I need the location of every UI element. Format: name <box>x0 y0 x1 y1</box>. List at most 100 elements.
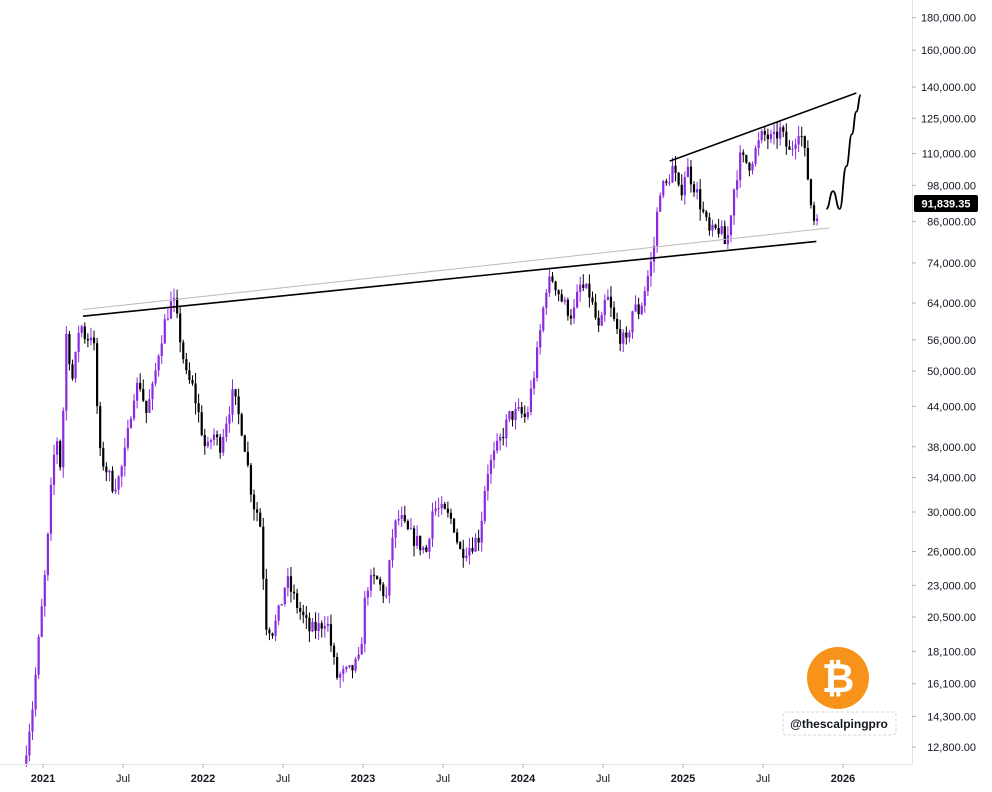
candle <box>619 319 622 352</box>
candle <box>120 464 123 487</box>
candle <box>791 140 794 157</box>
candle <box>415 525 419 549</box>
candle <box>366 586 369 606</box>
candle <box>745 154 748 164</box>
candle <box>62 407 65 478</box>
candle <box>474 533 477 552</box>
candle <box>283 586 286 607</box>
candle <box>582 274 585 292</box>
candle <box>332 642 336 665</box>
y-tick-label: 20,500.00 <box>927 612 976 624</box>
y-tick-label: 23,000.00 <box>927 580 976 592</box>
candle <box>723 220 726 245</box>
candle <box>812 201 816 226</box>
candle <box>628 329 631 343</box>
candle <box>554 280 557 296</box>
support-trendline[interactable] <box>82 240 817 318</box>
candle <box>523 405 526 423</box>
candle <box>465 547 468 562</box>
last-price-tag: 91,839.35 <box>914 195 978 212</box>
candle <box>499 433 502 451</box>
candle <box>372 567 376 585</box>
candle <box>360 637 363 655</box>
candle <box>182 339 185 364</box>
candle <box>77 325 80 363</box>
candle <box>545 288 548 315</box>
candle <box>394 519 397 549</box>
candle <box>751 161 754 175</box>
candle <box>203 428 206 455</box>
candle <box>151 381 154 411</box>
candle <box>234 388 237 406</box>
candle <box>588 274 591 308</box>
candle <box>742 149 745 163</box>
candle <box>243 434 246 452</box>
candle <box>785 123 788 155</box>
candle <box>486 464 489 501</box>
candle <box>215 430 219 446</box>
candle <box>317 612 320 640</box>
resistance-trendline[interactable] <box>669 92 857 162</box>
candle <box>529 380 533 416</box>
candle <box>200 405 203 437</box>
candle <box>449 508 453 525</box>
candle <box>643 286 646 313</box>
candle <box>495 433 499 454</box>
x-tick-label: Jul <box>756 773 770 785</box>
candle <box>572 298 576 324</box>
candle <box>597 310 600 333</box>
y-axis[interactable]: 180,000.00 160,000.00 140,000.00 125,000.00… <box>912 13 976 754</box>
candle <box>431 502 434 547</box>
candle <box>59 439 62 471</box>
candle <box>539 323 542 355</box>
x-tick-label: 2025 <box>671 773 695 785</box>
candle <box>794 138 797 160</box>
candle <box>212 428 216 446</box>
candle <box>83 322 86 344</box>
candle <box>557 289 560 302</box>
candle <box>649 251 653 287</box>
x-axis[interactable]: 2021 Jul 2022 Jul 2023 Jul 2024 Jul 2025 Jul 2026 <box>31 764 855 785</box>
candle <box>680 174 683 201</box>
candle <box>511 410 514 427</box>
candle <box>695 181 699 200</box>
candle <box>625 326 628 345</box>
candle <box>379 576 382 591</box>
candle <box>606 289 609 301</box>
candle <box>209 438 213 450</box>
candle <box>126 419 129 451</box>
candle <box>652 236 656 273</box>
candle <box>305 606 308 629</box>
candle <box>535 341 539 382</box>
x-tick-label: Jul <box>116 773 130 785</box>
candle <box>477 529 480 551</box>
trendlines <box>82 92 857 318</box>
candle <box>335 652 339 680</box>
candle <box>382 582 385 604</box>
candle <box>671 157 674 183</box>
candle <box>683 171 686 205</box>
y-tick-label: 86,000.00 <box>927 216 976 228</box>
candle <box>289 566 293 603</box>
candle <box>357 646 360 661</box>
candle <box>163 313 166 344</box>
candle <box>34 667 37 717</box>
support-trendline-secondary[interactable] <box>82 227 830 311</box>
candle <box>385 586 388 599</box>
candle <box>345 665 348 673</box>
candle <box>259 508 262 528</box>
candle <box>348 665 351 669</box>
candle <box>102 441 105 471</box>
candle <box>92 330 96 351</box>
candle <box>71 359 74 381</box>
candle <box>437 497 440 518</box>
candle <box>471 537 474 554</box>
candle <box>397 509 400 526</box>
candle <box>197 393 200 423</box>
projection-path[interactable] <box>825 94 862 210</box>
candle <box>699 179 702 221</box>
candle <box>86 333 89 348</box>
candle <box>748 161 751 177</box>
